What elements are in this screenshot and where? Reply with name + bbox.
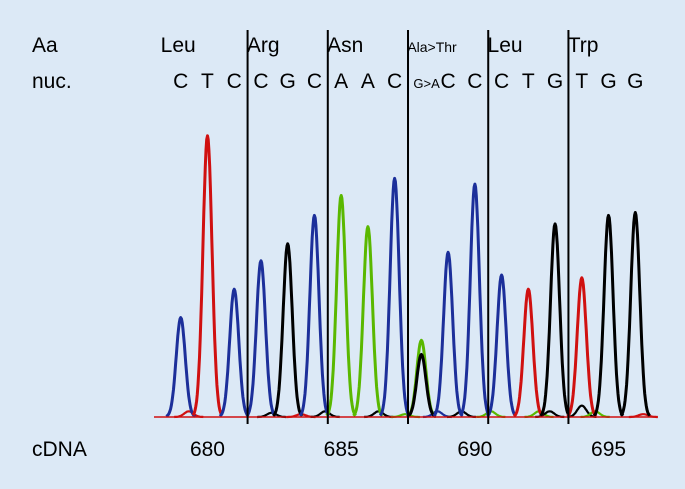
peak-T-692 — [512, 287, 544, 418]
nucleotide-label: C — [227, 70, 242, 93]
peak-G-696 — [619, 211, 651, 417]
nucleotide-label: C — [307, 70, 322, 93]
amino-acid-label: Ala>Thr — [407, 39, 457, 55]
aa-row-label: Aa — [32, 34, 58, 57]
peak-C-687 — [378, 176, 411, 417]
nucleotide-label: C — [253, 70, 268, 93]
peak-C-690 — [459, 182, 491, 417]
codon-dividers — [246, 30, 570, 424]
nucleotide-label: C — [467, 70, 482, 93]
nucleotide-label: T — [522, 70, 535, 93]
x-tick-label: 690 — [457, 438, 492, 461]
x-tick-label: 680 — [190, 438, 225, 461]
x-tick-label: 685 — [324, 438, 359, 461]
peak-A-685 — [325, 194, 357, 417]
amino-acid-label: Asn — [327, 34, 363, 57]
nucleotide-label: G>A — [413, 76, 440, 91]
amino-acid-label: Trp — [568, 34, 599, 57]
peak-C-689 — [432, 250, 464, 418]
peak-C-684 — [298, 213, 331, 417]
nucleotide-label: G — [547, 70, 563, 93]
peak-G-683 — [272, 242, 304, 418]
peak-G-688 — [406, 353, 437, 419]
peak-C-682 — [245, 259, 277, 418]
amino-acid-label: Arg — [247, 34, 280, 57]
noise-trace-G — [567, 404, 597, 418]
peak-C-681 — [218, 287, 250, 418]
nucleotide-label: T — [575, 70, 588, 93]
peak-A-686 — [352, 225, 384, 417]
nuc-row-label: nuc. — [32, 70, 72, 93]
peak-C-691 — [486, 273, 518, 418]
amino-acid-label: Leu — [161, 34, 196, 57]
cdna-axis-label: cDNA — [32, 438, 87, 461]
x-tick-label: 695 — [591, 438, 626, 461]
peak-G-693 — [539, 222, 571, 417]
peak-T-680 — [191, 134, 224, 417]
trace-area — [154, 134, 658, 419]
peak-G-695 — [592, 213, 625, 417]
amino-acid-label: Leu — [488, 34, 523, 57]
peak-C-679 — [165, 316, 197, 418]
peak-T-694 — [566, 276, 598, 418]
nucleotide-label: A — [361, 70, 375, 93]
nucleotide-label: C — [494, 70, 509, 93]
nucleotide-label: T — [201, 70, 214, 93]
nucleotide-label: G — [627, 70, 643, 93]
nucleotide-label: G — [280, 70, 296, 93]
nucleotide-label: C — [387, 70, 402, 93]
nucleotide-label: C — [441, 70, 456, 93]
nucleotide-label: G — [600, 70, 616, 93]
x-axis-ticks: 680 685 690 695 — [190, 438, 626, 461]
nucleotide-label: A — [334, 70, 348, 93]
nucleotide-label: C — [173, 70, 188, 93]
